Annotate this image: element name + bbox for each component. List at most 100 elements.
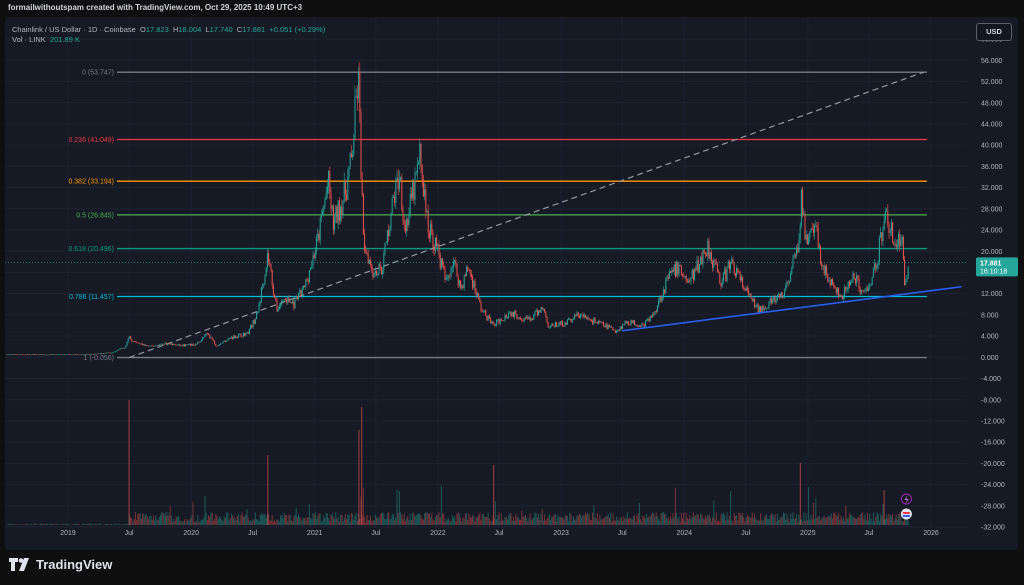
- volume-bar: [178, 515, 180, 525]
- chart-panel[interactable]: 0 (53.747) 0.236 (41.049) 0.382 (33.194) 0.…: [5, 17, 1018, 550]
- volume-bar: [517, 516, 519, 525]
- candle-body: [70, 354, 72, 356]
- symbol-legend: Chainlink / US Dollar · 1D · Coinbase O1…: [12, 25, 325, 34]
- volume-bar: [793, 519, 795, 525]
- currency-button[interactable]: USD: [976, 23, 1012, 41]
- volume-bar: [586, 514, 588, 525]
- candle-body: [523, 318, 525, 321]
- volume-bar: [907, 520, 909, 525]
- candle-body: [556, 322, 558, 327]
- volume-bar: [732, 521, 734, 525]
- volume-bar: [598, 520, 600, 525]
- candle-body: [674, 264, 676, 277]
- volume-bar: [652, 512, 654, 525]
- candle-body: [127, 338, 129, 342]
- candle-body: [222, 341, 224, 343]
- volume-bar: [330, 515, 332, 525]
- candle-body: [890, 222, 892, 231]
- candle-body: [124, 347, 126, 349]
- volume-bar: [438, 512, 440, 525]
- candle-body: [595, 322, 597, 324]
- trendline: [622, 285, 962, 332]
- volume-bar: [634, 514, 636, 525]
- volume-bar: [91, 523, 93, 525]
- x-tick-label: Jul: [495, 530, 504, 537]
- volume-bar: [767, 518, 769, 525]
- candle-body: [446, 277, 448, 278]
- candle-body: [392, 197, 394, 198]
- candle-body: [113, 352, 115, 353]
- candle-body: [162, 343, 164, 345]
- candle-body: [406, 219, 408, 232]
- candle-body: [572, 319, 574, 320]
- volume-bar: [288, 514, 290, 525]
- candle-body: [211, 337, 213, 340]
- volume-bar: [580, 515, 582, 525]
- candle-body: [522, 320, 524, 322]
- candle-body: [698, 264, 700, 273]
- candle-body: [636, 324, 638, 327]
- volume-bar: [653, 513, 655, 525]
- volume-bar: [587, 512, 589, 525]
- candle-body: [752, 298, 754, 301]
- volume-bar: [372, 520, 374, 525]
- candle-body: [834, 286, 836, 289]
- volume-bar: [211, 512, 213, 525]
- volume-bar: [809, 519, 811, 525]
- volume-bar: [259, 514, 261, 525]
- candle-body: [329, 171, 331, 194]
- candle-body: [650, 315, 652, 318]
- volume-bar: [444, 521, 446, 525]
- candle-body: [103, 352, 105, 354]
- volume-bar: [428, 513, 430, 525]
- volume-bar: [754, 513, 756, 525]
- volume-bar: [551, 516, 553, 525]
- candle-body: [520, 317, 522, 319]
- candle-body: [671, 269, 673, 273]
- volume-bar: [151, 519, 153, 525]
- volume-bar: [478, 514, 480, 525]
- candle-body: [402, 209, 404, 222]
- price-chart[interactable]: 0 (53.747)0.236 (41.049)0.382 (33.194)0.…: [5, 17, 1018, 550]
- volume-bar: [216, 515, 218, 525]
- candle-body: [509, 312, 511, 314]
- volume-bar: [294, 514, 296, 525]
- volume-bar: [814, 518, 816, 525]
- volume-bar: [230, 513, 232, 525]
- candle-body: [94, 353, 96, 355]
- volume-bar: [737, 520, 739, 525]
- volume-bar: [160, 514, 162, 525]
- candle-body: [618, 329, 620, 331]
- candle-body: [312, 255, 314, 266]
- candle-body: [361, 178, 363, 195]
- candle-body: [263, 283, 265, 285]
- x-tick-label: Jul: [618, 530, 627, 537]
- volume-bar: [190, 517, 192, 525]
- candle-body: [534, 311, 536, 315]
- volume-bar: [901, 521, 903, 525]
- candle-body: [679, 264, 681, 266]
- volume-bar: [482, 513, 484, 525]
- x-tick-label: 2024: [676, 530, 692, 537]
- candle-body: [767, 307, 769, 309]
- volume-bar: [336, 518, 338, 525]
- volume-bar: [725, 520, 727, 525]
- volume-bar: [841, 519, 843, 525]
- candle-body: [511, 312, 513, 317]
- volume-bar: [647, 517, 649, 525]
- volume-bar: [156, 519, 158, 525]
- volume-bar: [109, 524, 111, 525]
- volume-bar: [427, 513, 429, 525]
- volume-bar: [301, 520, 303, 525]
- volume-bar: [54, 524, 56, 525]
- volume-bar: [848, 513, 850, 525]
- tradingview-logo[interactable]: TradingView: [9, 557, 112, 572]
- candle-body: [193, 345, 195, 347]
- volume-bar: [180, 520, 182, 525]
- candle-body: [12, 354, 14, 356]
- candle-body: [217, 345, 219, 347]
- candle-body: [785, 285, 787, 291]
- volume-bar: [227, 512, 229, 525]
- volume-bar: [562, 517, 564, 525]
